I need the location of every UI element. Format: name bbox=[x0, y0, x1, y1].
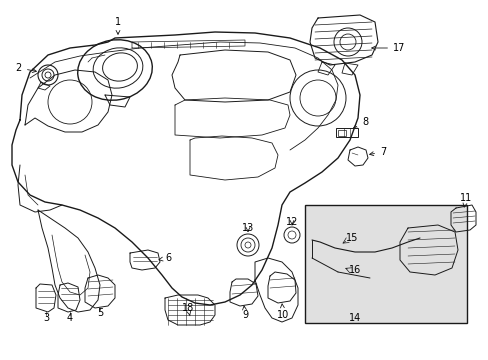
Text: 8: 8 bbox=[352, 117, 367, 128]
Bar bbox=[305, 205, 466, 323]
Text: 18: 18 bbox=[182, 303, 194, 316]
Text: 5: 5 bbox=[97, 308, 103, 318]
Text: 13: 13 bbox=[242, 223, 254, 233]
Text: 17: 17 bbox=[371, 43, 405, 53]
Text: 16: 16 bbox=[348, 265, 360, 275]
Text: 1: 1 bbox=[115, 17, 121, 34]
Text: 6: 6 bbox=[159, 253, 171, 263]
Bar bbox=[335, 128, 357, 137]
Text: 9: 9 bbox=[242, 306, 247, 320]
Text: 15: 15 bbox=[345, 233, 357, 243]
Bar bbox=[337, 130, 346, 136]
Text: 12: 12 bbox=[285, 217, 298, 227]
Text: 10: 10 bbox=[276, 304, 288, 320]
Text: 2: 2 bbox=[16, 63, 36, 73]
Text: 11: 11 bbox=[459, 193, 471, 207]
Text: 3: 3 bbox=[43, 313, 49, 323]
Text: 7: 7 bbox=[369, 147, 386, 157]
Text: 4: 4 bbox=[67, 313, 73, 323]
Text: 14: 14 bbox=[348, 313, 360, 323]
